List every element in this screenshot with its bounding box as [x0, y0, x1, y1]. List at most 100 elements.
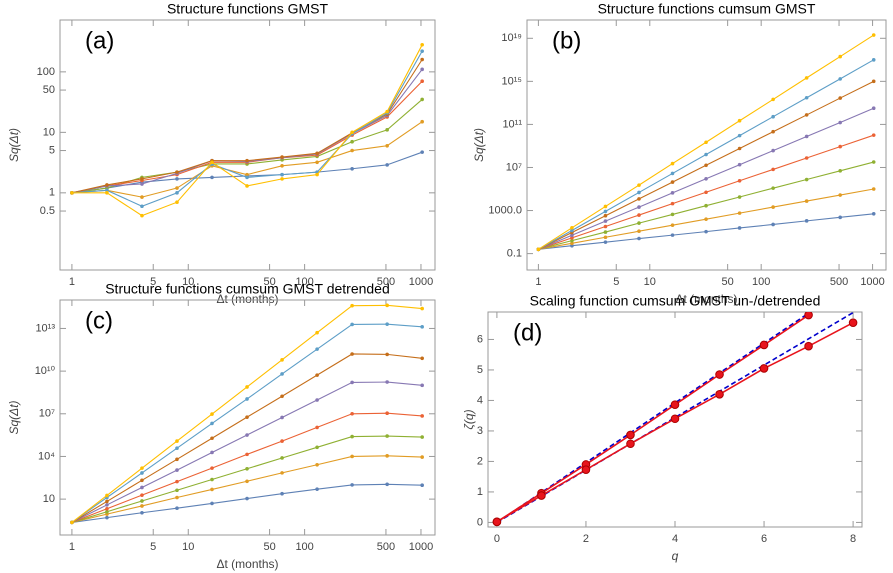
x-axis-label: Δt (months) [216, 557, 278, 571]
data-point [175, 506, 179, 510]
data-point [637, 197, 641, 201]
data-point [838, 144, 842, 149]
series-line [71, 44, 423, 217]
x-tick-label: 2 [583, 533, 589, 545]
data-point [280, 439, 284, 443]
data-point [420, 57, 424, 62]
data-point [350, 166, 354, 171]
data-point [175, 488, 179, 493]
data-point [385, 109, 389, 114]
data-point [570, 225, 574, 230]
data-point [280, 163, 284, 168]
data-point [210, 466, 214, 470]
x-axis-label: q [672, 549, 679, 563]
data-point [105, 499, 109, 504]
data-point [385, 143, 389, 148]
series-group [492, 312, 858, 527]
data-point [245, 433, 249, 437]
data-point [771, 114, 775, 119]
data-point [637, 221, 641, 225]
data-point [315, 151, 319, 156]
data-point [771, 167, 775, 172]
data-point [670, 400, 680, 410]
data-point [715, 370, 724, 379]
data-point [737, 146, 742, 151]
x-tick-label: 50 [263, 541, 275, 553]
x-tick-label: 1000 [860, 276, 884, 288]
data-point [140, 466, 144, 470]
data-point [105, 191, 109, 195]
data-point [670, 212, 675, 217]
data-point [280, 394, 284, 399]
data-point [670, 180, 675, 184]
x-tick-label: 1 [535, 276, 541, 288]
data-point [420, 49, 424, 53]
y-tick-label: 10¹¹ [502, 118, 522, 130]
data-point [385, 482, 389, 487]
data-point [175, 479, 179, 484]
data-point [350, 352, 354, 356]
data-point [626, 430, 635, 440]
data-point [771, 129, 775, 134]
data-point [350, 483, 354, 487]
x-tick-label: 1 [69, 276, 75, 288]
data-point [385, 380, 389, 384]
plot-frame [59, 299, 436, 536]
x-tick-label: 50 [722, 276, 734, 288]
x-tick-label: 10 [182, 276, 194, 288]
y-tick-label: 0.5 [40, 205, 55, 217]
data-point [420, 43, 424, 47]
data-point [140, 471, 144, 475]
data-point [804, 199, 809, 203]
data-point [350, 434, 354, 439]
data-point [385, 163, 389, 167]
data-point [105, 503, 109, 507]
y-tick-label: 10 [43, 493, 55, 505]
y-tick-label: 100 [37, 66, 55, 78]
data-point [603, 235, 608, 240]
data-point [626, 439, 635, 449]
data-point [245, 175, 249, 180]
data-point [280, 372, 284, 376]
series-line [71, 435, 423, 523]
data-point [570, 238, 574, 243]
data-point [704, 203, 708, 208]
data-point [670, 191, 675, 195]
data-point [140, 195, 144, 199]
data-point [704, 152, 708, 157]
series-line [71, 483, 423, 523]
data-point [704, 140, 708, 145]
data-point [670, 201, 675, 206]
data-point [140, 204, 144, 209]
data-point [350, 454, 354, 459]
data-point [175, 439, 179, 443]
x-tick-label: 1 [69, 541, 75, 553]
data-point [280, 415, 284, 420]
data-point [280, 471, 284, 475]
data-point [715, 390, 724, 399]
x-axis-label: Δt (months) [216, 292, 278, 306]
data-point [670, 414, 680, 424]
data-point [492, 517, 502, 527]
y-tick-label: 3 [477, 425, 483, 437]
data-point [245, 397, 249, 401]
data-point [140, 504, 144, 508]
data-point [245, 466, 249, 471]
data-point [581, 465, 591, 474]
panel-label: (c) [85, 307, 113, 334]
data-point [315, 160, 319, 165]
x-tick-label: 1000 [409, 276, 433, 288]
data-point [737, 133, 742, 138]
y-tick-label: 10⁷ [506, 161, 522, 173]
series-group [70, 303, 424, 525]
chart-title: Scaling function cumsum GMST un-/detrend… [530, 293, 821, 309]
data-point [350, 411, 354, 416]
data-point [420, 306, 424, 311]
chart-title: Structure functions cumsum GMST [598, 1, 816, 17]
y-tick-label: 10¹³ [35, 322, 55, 334]
data-point [350, 380, 354, 385]
data-point [350, 130, 354, 135]
data-point [385, 322, 389, 326]
data-point [245, 452, 249, 457]
data-point [280, 456, 284, 460]
